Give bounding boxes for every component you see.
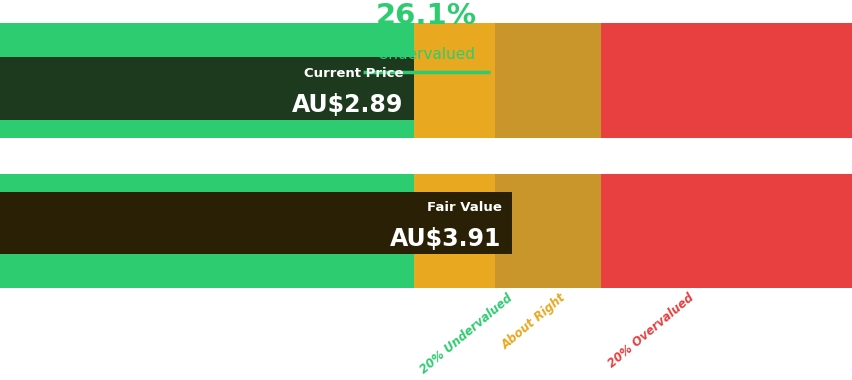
Text: AU$2.89: AU$2.89 (291, 93, 403, 117)
Bar (413, 23, 494, 288)
Bar (601, 23, 852, 288)
Text: 20% Undervalued: 20% Undervalued (417, 291, 515, 376)
Text: Fair Value: Fair Value (426, 201, 501, 214)
Text: 20% Overvalued: 20% Overvalued (605, 291, 696, 370)
Text: About Right: About Right (498, 291, 567, 352)
Bar (0, 23, 413, 288)
Bar (0, 192, 511, 254)
Bar (494, 23, 601, 288)
Bar (0, 138, 852, 174)
Text: AU$3.91: AU$3.91 (389, 227, 501, 251)
Bar (0, 57, 413, 119)
Text: Undervalued: Undervalued (377, 48, 475, 62)
Text: 26.1%: 26.1% (376, 2, 476, 30)
Text: Current Price: Current Price (303, 67, 403, 80)
